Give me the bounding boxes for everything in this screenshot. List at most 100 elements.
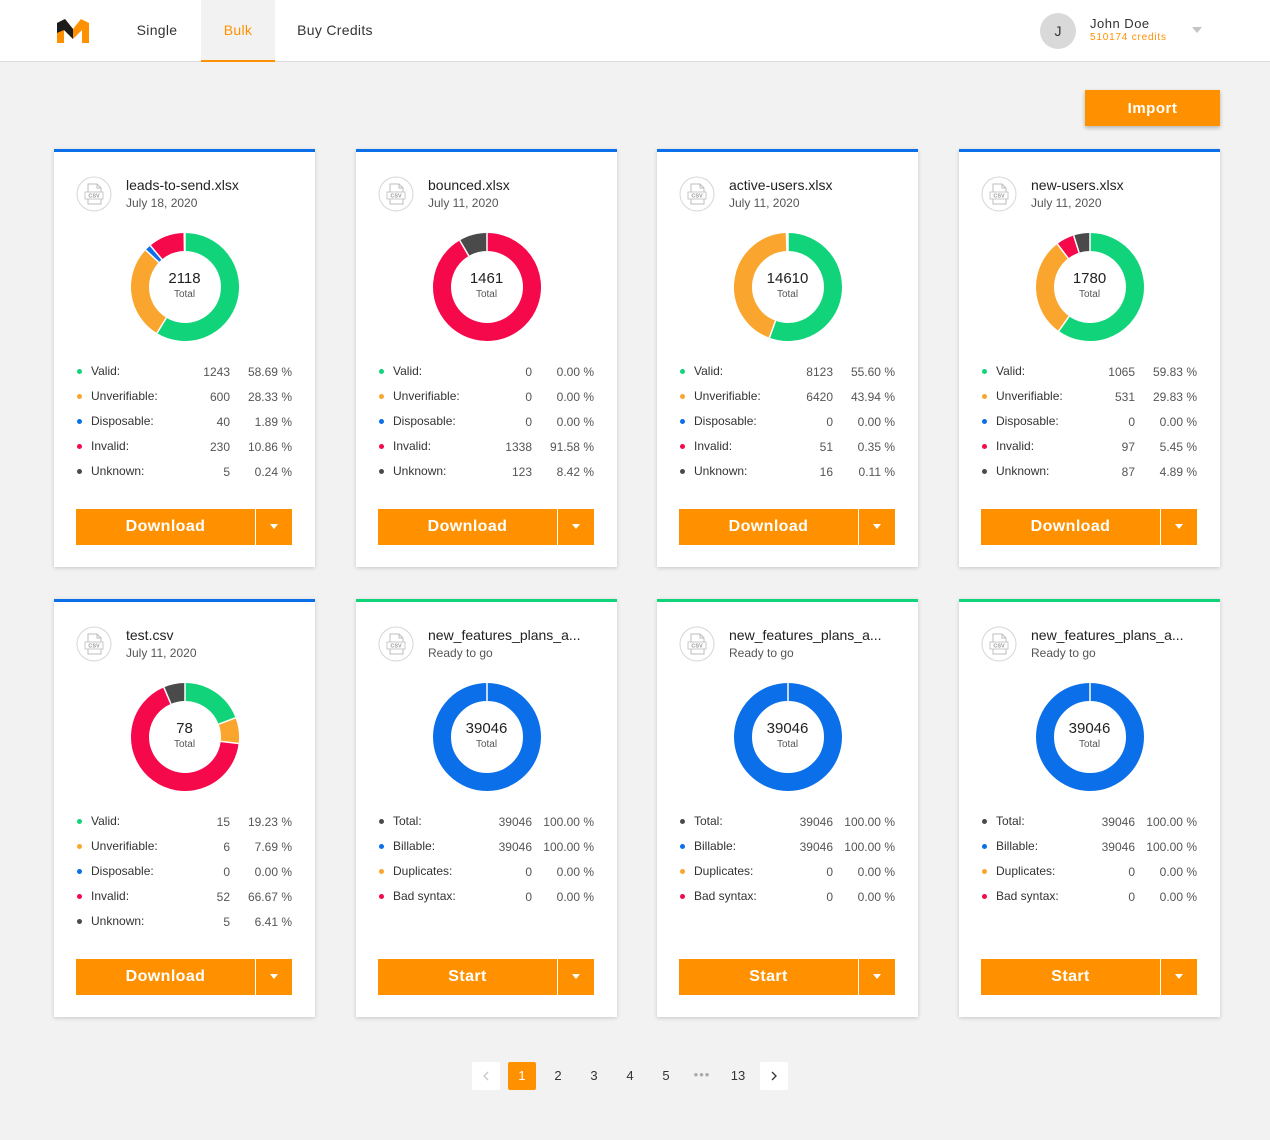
page-3-button[interactable]: 3 (590, 1068, 598, 1083)
dropdown-toggle[interactable] (558, 959, 594, 995)
legend-dot-icon (982, 369, 987, 374)
page-13-button[interactable]: 13 (730, 1068, 746, 1083)
legend-dot-icon (680, 369, 685, 374)
stat-row: Bad syntax: 0 0.00 % (679, 889, 897, 914)
stat-row: Unknown: 87 4.89 % (981, 464, 1199, 489)
page-5-button[interactable]: 5 (662, 1068, 670, 1083)
dropdown-toggle[interactable] (859, 509, 895, 545)
stat-row: Valid: 8123 55.60 % (679, 364, 897, 389)
stat-count: 39046 (799, 840, 833, 854)
caret-down-icon[interactable] (1192, 27, 1202, 33)
stat-row: Invalid: 52 66.67 % (76, 889, 294, 914)
tab-buy-credits[interactable]: Buy Credits (297, 22, 373, 38)
dropdown-toggle[interactable] (256, 959, 292, 995)
action-button-group: Download (378, 509, 594, 545)
donut-chart (433, 683, 541, 791)
caret-down-icon (1175, 524, 1183, 529)
download-button[interactable]: Download (76, 509, 255, 545)
legend-dot-icon (680, 394, 685, 399)
import-button[interactable]: Import (1085, 90, 1220, 126)
stat-percent: 100.00 % (1146, 840, 1197, 854)
page-4-button[interactable]: 4 (626, 1068, 634, 1083)
stat-percent: 58.69 % (247, 365, 292, 379)
stat-label: Valid: (91, 814, 121, 828)
start-button[interactable]: Start (679, 959, 858, 995)
stat-row: Disposable: 0 0.00 % (981, 414, 1199, 439)
csv-file-icon: CSV (679, 176, 715, 212)
dropdown-toggle[interactable] (558, 509, 594, 545)
svg-text:CSV: CSV (390, 644, 402, 650)
legend-dot-icon (77, 419, 82, 424)
svg-text:CSV: CSV (390, 194, 402, 200)
donut-segment (734, 683, 842, 791)
chevron-right-icon[interactable] (760, 1062, 788, 1090)
legend-dot-icon (379, 469, 384, 474)
dropdown-toggle[interactable] (1161, 959, 1197, 995)
file-date: July 18, 2020 (126, 196, 198, 210)
stat-label: Total: (996, 814, 1025, 828)
stat-percent: 0.00 % (1159, 415, 1197, 429)
download-button[interactable]: Download (981, 509, 1160, 545)
start-button[interactable]: Start (378, 959, 557, 995)
stat-percent: 59.83 % (1152, 365, 1197, 379)
page-ellipsis[interactable]: ••• (693, 1067, 711, 1082)
stat-count: 6420 (806, 390, 833, 404)
legend-dot-icon (77, 369, 82, 374)
download-button[interactable]: Download (378, 509, 557, 545)
stat-label: Invalid: (694, 439, 733, 453)
avatar: J (1040, 13, 1076, 49)
stat-label: Unverifiable: (996, 389, 1063, 403)
start-button[interactable]: Start (981, 959, 1160, 995)
donut-chart (1036, 683, 1144, 791)
action-button-group: Start (679, 959, 895, 995)
file-name[interactable]: new_features_plans_a... (1031, 627, 1184, 643)
legend-dot-icon (379, 844, 384, 849)
file-name[interactable]: new-users.xlsx (1031, 177, 1124, 193)
stat-row: Valid: 15 19.23 % (76, 814, 294, 839)
download-button[interactable]: Download (679, 509, 858, 545)
donut-segment (1036, 683, 1144, 791)
donut-segment (769, 233, 842, 341)
chevron-left-icon[interactable] (472, 1062, 500, 1090)
file-card: CSV bounced.xlsx July 11, 2020 1461 Tota… (356, 149, 617, 567)
file-name[interactable]: leads-to-send.xlsx (126, 177, 239, 193)
dropdown-toggle[interactable] (1161, 509, 1197, 545)
legend-dot-icon (77, 394, 82, 399)
donut-segment (433, 683, 541, 791)
action-button-group: Start (378, 959, 594, 995)
tab-single[interactable]: Single (136, 22, 178, 38)
stat-row: Valid: 1065 59.83 % (981, 364, 1199, 389)
legend-dot-icon (982, 844, 987, 849)
stat-percent: 0.00 % (857, 865, 895, 879)
action-button-group: Download (76, 509, 292, 545)
user-menu[interactable]: J John Doe 510174 credits (1040, 13, 1210, 49)
file-name[interactable]: test.csv (126, 627, 174, 643)
file-name[interactable]: bounced.xlsx (428, 177, 510, 193)
stat-row: Bad syntax: 0 0.00 % (981, 889, 1199, 914)
caret-down-icon (873, 974, 881, 979)
legend-dot-icon (680, 419, 685, 424)
stat-label: Billable: (996, 839, 1039, 853)
download-button[interactable]: Download (76, 959, 255, 995)
donut-total-label: Total (475, 739, 498, 750)
stat-percent: 0.00 % (556, 365, 594, 379)
legend-dot-icon (982, 394, 987, 399)
file-name[interactable]: new_features_plans_a... (428, 627, 581, 643)
donut-total: 1780 (1072, 270, 1107, 287)
app-logo[interactable] (55, 17, 91, 45)
dropdown-toggle[interactable] (859, 959, 895, 995)
file-name[interactable]: new_features_plans_a... (729, 627, 882, 643)
stat-row: Unverifiable: 600 28.33 % (76, 389, 294, 414)
stat-percent: 0.00 % (556, 415, 594, 429)
file-name[interactable]: active-users.xlsx (729, 177, 833, 193)
legend-dot-icon (379, 369, 384, 374)
page-2-button[interactable]: 2 (554, 1068, 562, 1083)
page-1-button[interactable]: 1 (508, 1062, 536, 1090)
stat-count: 5 (223, 465, 230, 479)
stat-label: Unverifiable: (91, 389, 158, 403)
dropdown-toggle[interactable] (256, 509, 292, 545)
stat-label: Invalid: (996, 439, 1035, 453)
stats-list: Total: 39046 100.00 % Billable: 39046 10… (679, 814, 897, 914)
stat-row: Billable: 39046 100.00 % (378, 839, 596, 864)
tab-bulk[interactable]: Bulk (201, 0, 275, 62)
